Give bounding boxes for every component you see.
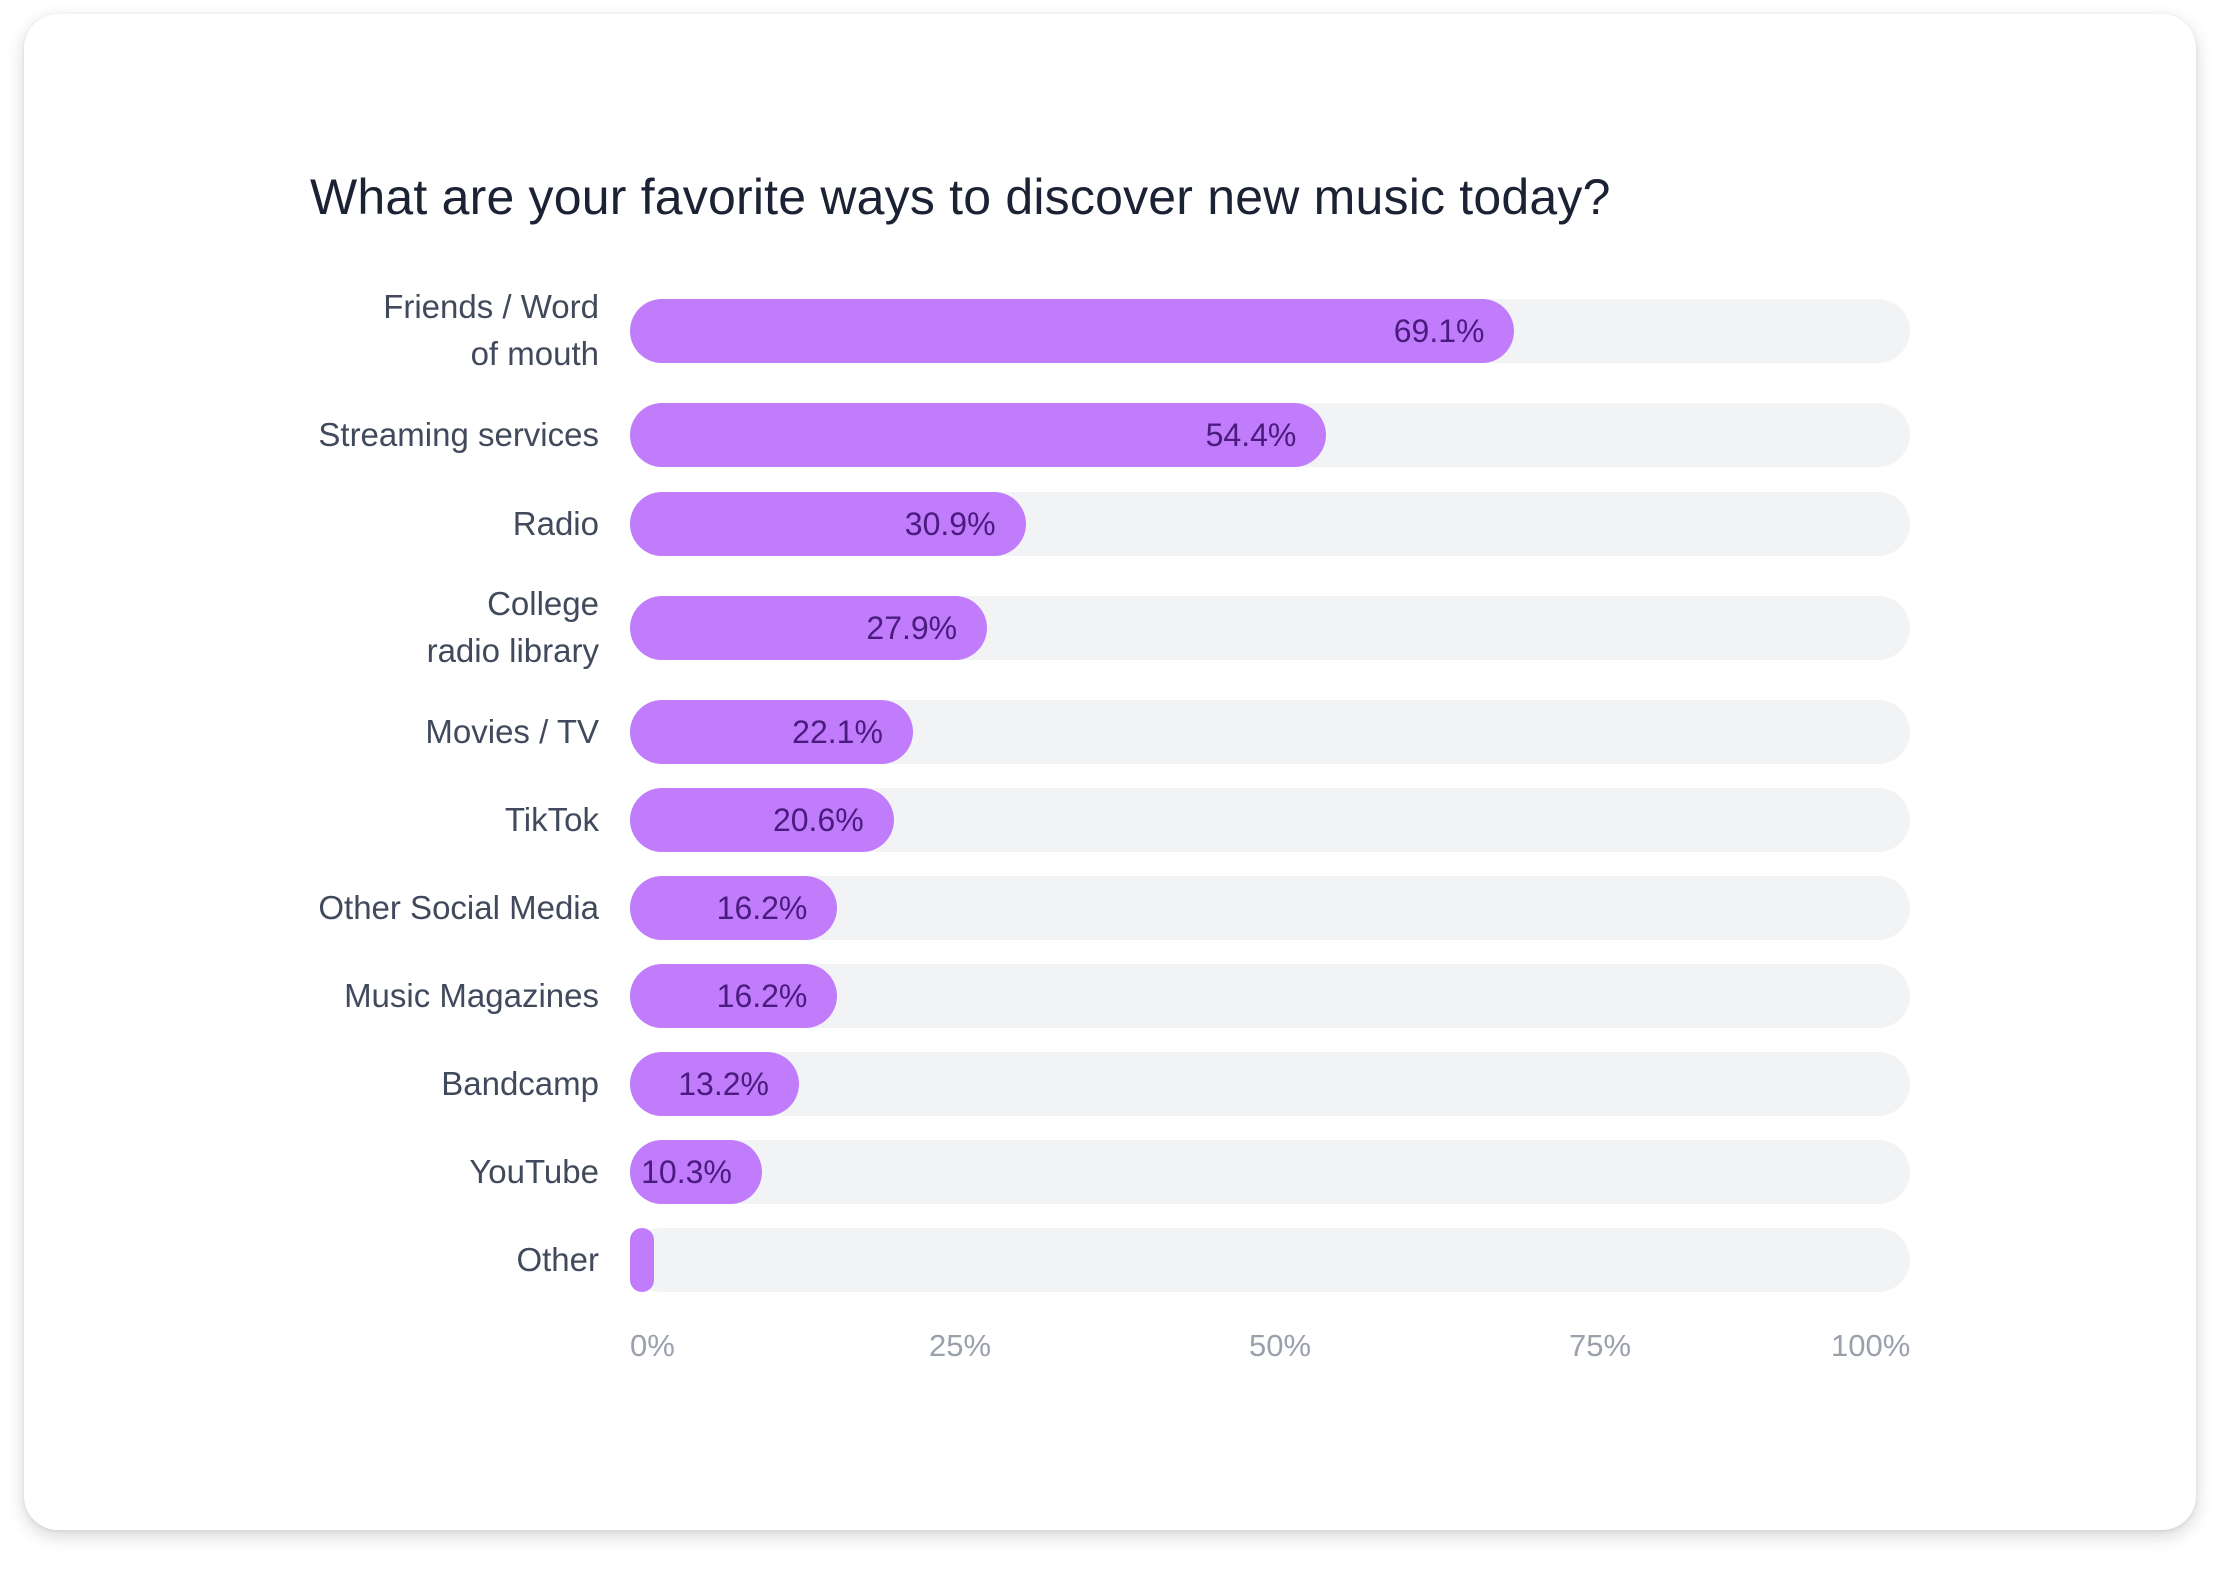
bar [630,1052,799,1116]
bar [630,299,1515,363]
bar-track [630,1228,1910,1292]
bar-track [630,1140,1910,1204]
bar [630,876,838,940]
category-label-line: TikTok [504,800,599,838]
category-label-line: radio library [426,632,599,669]
bar-value-label: 16.2% [716,890,808,926]
bar-value-label: 16.2% [716,978,808,1014]
bar-value-label: 20.6% [772,802,864,838]
bar [630,788,894,852]
category-label: Friends / Word of mouth [239,283,599,377]
bar [630,964,838,1028]
chart-title: What are your favorite ways to discover … [310,169,1611,225]
x-tick-label: 50% [1249,1328,1312,1363]
bar-value-label: 30.9% [904,506,996,542]
category-label-line: Friends / Word [383,288,599,325]
category-label: Bandcamp [239,1060,599,1107]
bar-value-label: 10.3% [641,1154,732,1190]
category-label: Music Magazines [239,972,599,1019]
chart-card [24,14,2196,1530]
category-label-line: YouTube [469,1152,599,1190]
category-label: College radio library [239,580,599,674]
bar-value-label: 22.1% [792,714,883,750]
bar-track [630,964,1910,1028]
category-label-line: Movies / TV [425,712,599,750]
category-label-line: of mouth [470,335,599,372]
category-label: YouTube [239,1148,599,1195]
bar-value-label: 54.4% [1205,417,1297,453]
x-tick-label: 25% [929,1328,992,1363]
category-label-line: Radio [512,504,599,542]
category-label: TikTok [239,796,599,843]
bar-value-label: 69.1% [1393,313,1485,349]
category-label-line: Streaming services [318,415,599,453]
category-label: Movies / TV [239,708,599,755]
x-tick-label: 100% [1831,1328,1911,1363]
x-tick-label: 75% [1569,1328,1632,1363]
bar [630,700,913,764]
bar [630,1140,762,1204]
category-label: Other [239,1236,599,1283]
bar-value-label: 13.2% [678,1066,769,1102]
category-label: Streaming services [239,411,599,458]
category-label: Radio [239,500,599,547]
bar-value-label: 27.9% [866,610,958,646]
category-label: Other Social Media [239,884,599,931]
bar-track [630,876,1910,940]
category-label-line: Other [516,1240,599,1278]
category-label-line: Bandcamp [441,1064,599,1102]
bar [630,492,1026,556]
bar [630,1228,654,1292]
category-label-line: Music Magazines [344,976,599,1014]
bar [630,403,1327,467]
category-label-line: College [487,585,599,622]
x-tick-label: 0% [630,1328,675,1363]
category-label-line: Other Social Media [318,888,599,926]
bar-track [630,1052,1910,1116]
bar [630,596,988,660]
